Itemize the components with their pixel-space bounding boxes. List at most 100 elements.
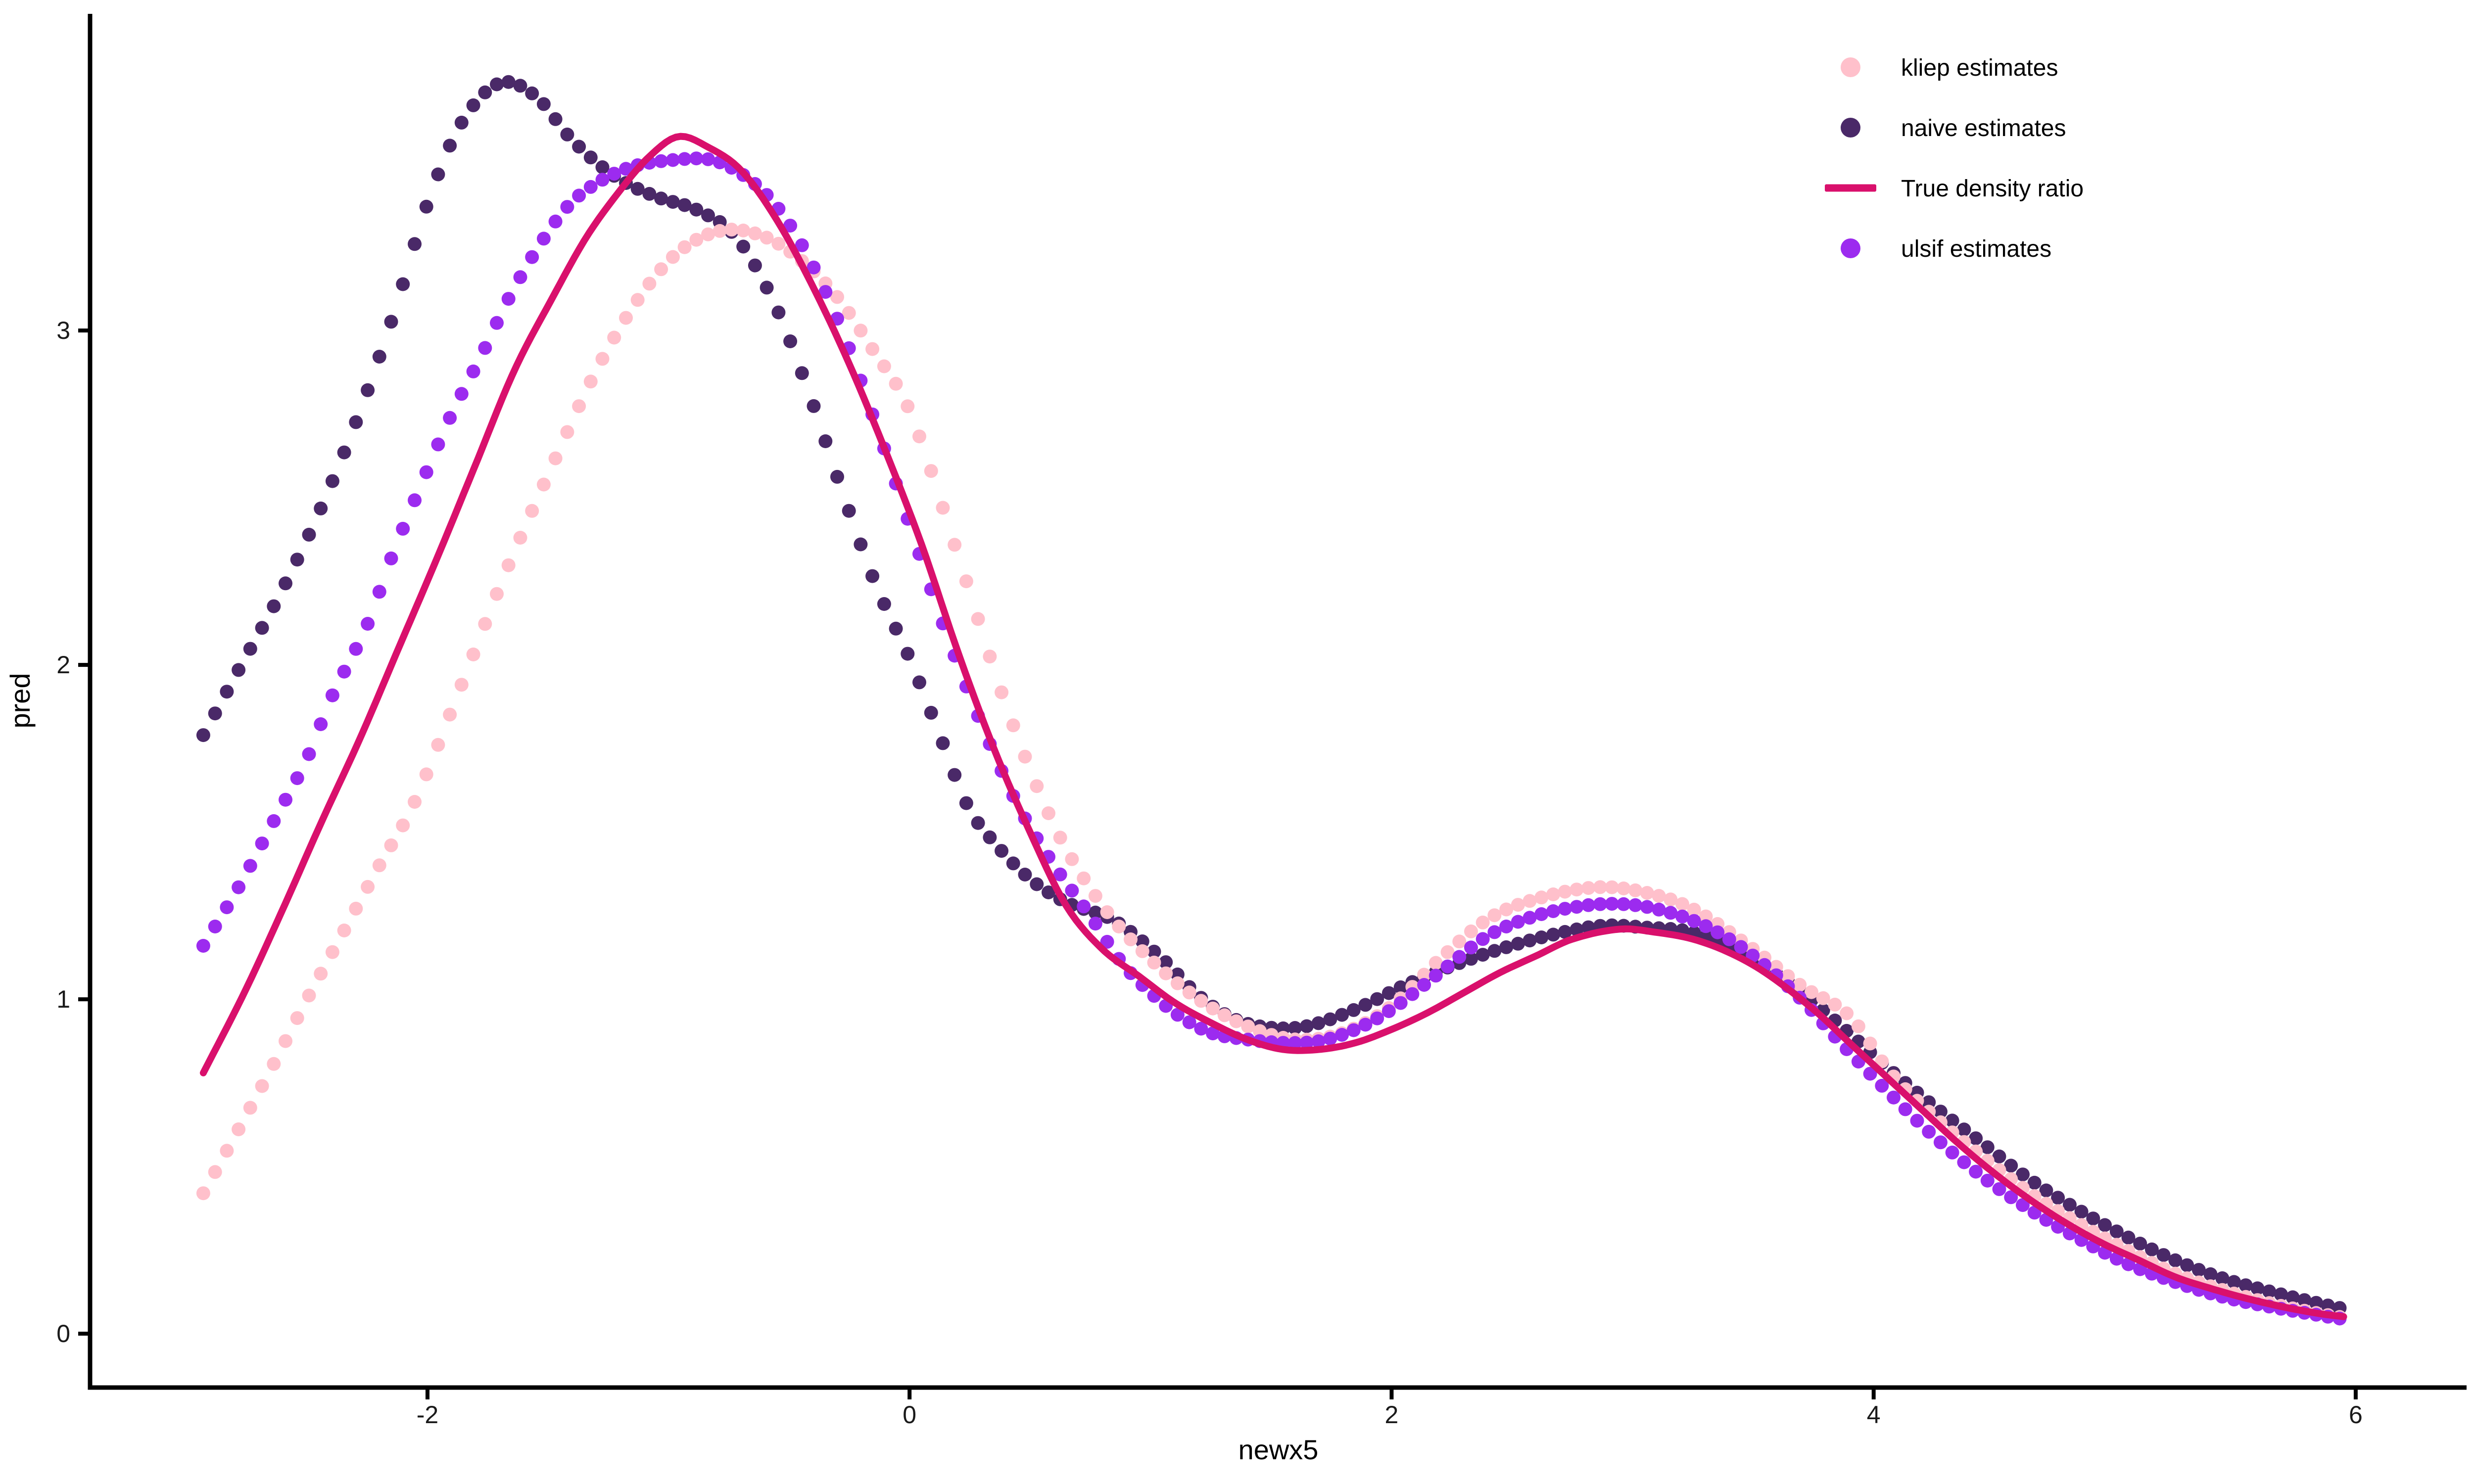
data-point-kliep-estimates [243,1101,257,1115]
data-point-kliep-estimates [1030,779,1044,793]
data-point-kliep-estimates [1217,1008,1232,1022]
data-point-kliep-estimates [466,648,480,661]
data-point-ulsif-estimates [1992,1182,2006,1196]
plot-area [196,75,2347,1326]
data-point-kliep-estimates [196,1186,210,1201]
data-point-ulsif-estimates [1464,940,1478,955]
data-point-ulsif-estimates [677,152,692,166]
data-point-naive-estimates [2274,1287,2288,1301]
data-point-ulsif-estimates [1393,996,1408,1010]
data-point-ulsif-estimates [548,214,563,229]
data-point-kliep-estimates [431,738,445,752]
data-point-naive-estimates [912,675,926,690]
data-point-kliep-estimates [724,223,739,237]
data-point-kliep-estimates [1816,991,1830,1005]
data-point-naive-estimates [2051,1191,2065,1205]
data-point-ulsif-estimates [349,642,363,656]
legend: kliep estimates naive estimates True densi… [1825,55,2084,262]
data-point-kliep-estimates [760,231,774,245]
data-point-naive-estimates [431,167,445,182]
data-point-kliep-estimates [1534,890,1549,905]
data-point-ulsif-estimates [818,285,833,299]
data-point-ulsif-estimates [1945,1145,1959,1159]
legend-label: ulsif estimates [1901,236,2051,262]
data-point-kliep-estimates [771,236,786,251]
data-point-naive-estimates [1511,936,1525,951]
data-point-ulsif-estimates [1417,978,1431,992]
data-point-naive-estimates [2321,1298,2335,1313]
data-point-naive-estimates [1147,944,1161,959]
data-point-naive-estimates [1370,992,1384,1006]
data-point-kliep-estimates [1675,897,1689,911]
data-point-naive-estimates [983,830,997,844]
data-point-ulsif-estimates [372,585,386,599]
data-point-kliep-estimates [419,767,433,782]
data-point-ulsif-estimates [337,664,351,679]
data-point-naive-estimates [1042,885,1055,899]
legend-entry-naive-estimates: naive estimates [1841,115,2066,141]
y-tick-label: 0 [56,1320,70,1347]
data-point-naive-estimates [408,237,422,251]
data-point-ulsif-estimates [1699,919,1713,933]
data-point-kliep-estimates [1558,884,1572,899]
data-point-naive-estimates [1159,955,1173,970]
data-point-kliep-estimates [548,451,563,465]
data-point-kliep-estimates [1687,902,1701,917]
data-point-naive-estimates [361,383,375,397]
data-point-ulsif-estimates [1511,915,1525,929]
data-point-kliep-estimates [325,945,339,959]
data-point-ulsif-estimates [220,900,234,915]
data-point-ulsif-estimates [666,153,680,167]
data-point-kliep-estimates [1664,892,1678,907]
data-point-naive-estimates [971,816,985,830]
data-point-ulsif-estimates [1640,900,1654,914]
data-point-naive-estimates [2039,1183,2053,1198]
data-point-ulsif-estimates [1933,1135,1948,1150]
data-point-kliep-estimates [513,531,527,545]
data-point-naive-estimates [842,504,856,518]
legend-point-marker-icon [1841,57,1860,77]
data-point-kliep-estimates [912,429,926,444]
data-point-kliep-estimates [560,425,574,439]
data-point-ulsif-estimates [1194,1021,1208,1036]
data-point-naive-estimates [536,97,551,111]
data-point-naive-estimates [2238,1278,2253,1293]
data-point-kliep-estimates [208,1165,222,1179]
data-point-ulsif-estimates [1969,1164,1983,1179]
data-point-naive-estimates [654,191,668,206]
data-point-naive-estimates [760,280,774,295]
data-point-naive-estimates [2144,1242,2159,1256]
data-point-naive-estimates [349,415,363,429]
data-point-ulsif-estimates [1335,1028,1349,1042]
data-point-naive-estimates [889,621,903,636]
data-point-ulsif-estimates [478,341,492,355]
data-point-naive-estimates [372,350,386,364]
data-point-kliep-estimates [572,399,586,414]
data-point-kliep-estimates [1194,994,1208,1008]
data-point-kliep-estimates [1159,966,1173,980]
x-tick-label: 6 [2349,1401,2363,1429]
data-point-naive-estimates [830,469,844,484]
data-point-kliep-estimates [948,538,962,552]
legend-point-marker-icon [1841,118,1860,138]
data-point-kliep-estimates [314,967,328,981]
data-point-ulsif-estimates [1206,1026,1220,1041]
data-point-naive-estimates [243,642,257,656]
data-point-ulsif-estimates [572,188,586,203]
data-point-kliep-estimates [701,227,715,241]
series-true-density-ratio [199,133,2347,1320]
data-point-naive-estimates [795,366,809,380]
data-point-kliep-estimates [713,224,727,238]
data-point-ulsif-estimates [689,151,704,166]
data-point-ulsif-estimates [783,219,798,233]
data-point-ulsif-estimates [232,880,246,894]
data-point-kliep-estimates [1124,932,1138,946]
data-point-ulsif-estimates [1077,899,1091,914]
data-point-ulsif-estimates [701,152,715,166]
data-point-ulsif-estimates [1100,934,1114,949]
x-axis-title: newx5 [1238,1434,1319,1465]
data-point-naive-estimates [384,315,398,329]
data-point-ulsif-estimates [1734,940,1748,954]
data-point-kliep-estimates [1135,944,1149,958]
